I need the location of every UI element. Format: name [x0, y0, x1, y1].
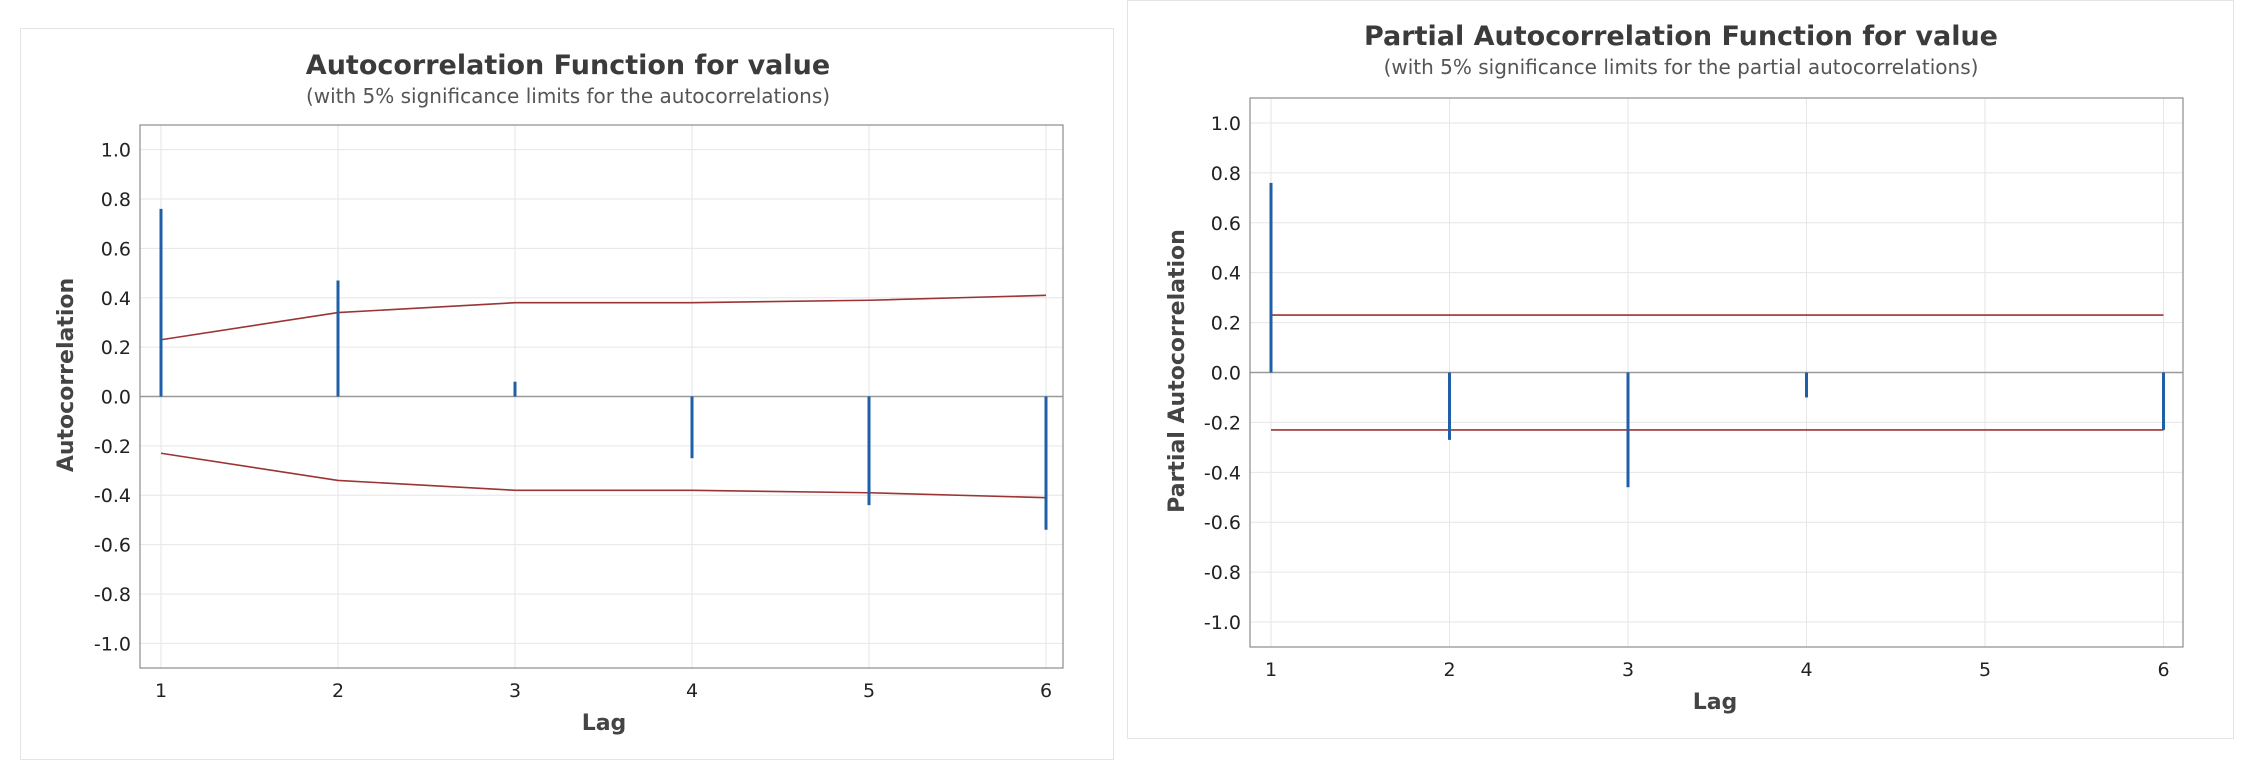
pacf-chart-panel: Partial Autocorrelation Function for val… [1127, 0, 2234, 739]
lower-significance-limit [160, 452, 1047, 499]
y-tick-label: 1.0 [101, 140, 131, 162]
y-tick-label: -0.8 [94, 584, 131, 606]
y-tick-label: 0.0 [1211, 363, 1241, 385]
y-tick-label: 0.6 [101, 238, 131, 260]
acf-chart: Autocorrelation Function for value (with… [54, 50, 1064, 736]
chart-title: Partial Autocorrelation Function for val… [1364, 21, 1998, 52]
y-tick-label: 1.0 [1211, 113, 1241, 135]
y-tick-label: 0.0 [101, 387, 131, 409]
y-tick-label: 0.2 [101, 337, 131, 359]
chart-title: Autocorrelation Function for value [306, 50, 830, 81]
y-tick-label: 0.4 [1211, 263, 1241, 285]
x-tick-label: 4 [1800, 659, 1812, 681]
chart-subtitle: (with 5% significance limits for the par… [1384, 55, 1979, 79]
x-tick-label: 1 [155, 680, 167, 702]
y-tick-label: 0.2 [1211, 313, 1241, 335]
y-axis-label: Partial Autocorrelation [1165, 229, 1190, 513]
y-tick-label: -0.4 [1204, 462, 1241, 484]
y-tick-label: -1.0 [94, 633, 131, 655]
y-axis-label: Autocorrelation [54, 278, 79, 472]
y-tick-label: -0.2 [1204, 412, 1241, 434]
y-tick-label: -0.4 [94, 485, 131, 507]
y-tick-label: -0.8 [1204, 562, 1241, 584]
pacf-chart: Partial Autocorrelation Function for val… [1165, 21, 2184, 715]
x-tick-label: 2 [332, 680, 344, 702]
x-tick-label: 1 [1265, 659, 1277, 681]
x-tick-label: 6 [2157, 659, 2169, 681]
upper-significance-limit [160, 294, 1047, 341]
chart-subtitle: (with 5% significance limits for the aut… [306, 84, 830, 108]
x-tick-label: 5 [1979, 659, 1991, 681]
plot-area: -1.0 -0.8 -0.6 -0.4 -0.2 0.0 0.2 0.4 0.6 0.8 1.0 1 2… [94, 124, 1064, 702]
y-tick-label: 0.8 [1211, 163, 1241, 185]
y-tick-label: -0.6 [1204, 512, 1241, 534]
x-tick-label: 6 [1040, 680, 1052, 702]
y-tick-label: 0.6 [1211, 213, 1241, 235]
x-tick-label: 4 [686, 680, 698, 702]
x-tick-label: 3 [509, 680, 521, 702]
y-tick-label: -1.0 [1204, 612, 1241, 634]
plot-frame [139, 124, 1064, 669]
x-tick-label: 5 [863, 680, 875, 702]
x-tick-label: 2 [1443, 659, 1455, 681]
plot-area: -1.0 -0.8 -0.6 -0.4 -0.2 0.0 0.2 0.4 0.6 0.8 1.0 1 2… [1204, 97, 2184, 681]
y-tick-label: -0.2 [94, 436, 131, 458]
acf-chart-panel: Autocorrelation Function for value (with… [20, 28, 1114, 760]
x-tick-label: 3 [1622, 659, 1634, 681]
plot-frame [1249, 97, 2184, 648]
x-axis-label: Lag [1693, 690, 1738, 715]
y-tick-label: 0.8 [101, 189, 131, 211]
x-axis-label: Lag [582, 711, 627, 736]
y-tick-label: 0.4 [101, 288, 131, 310]
y-tick-label: -0.6 [94, 535, 131, 557]
